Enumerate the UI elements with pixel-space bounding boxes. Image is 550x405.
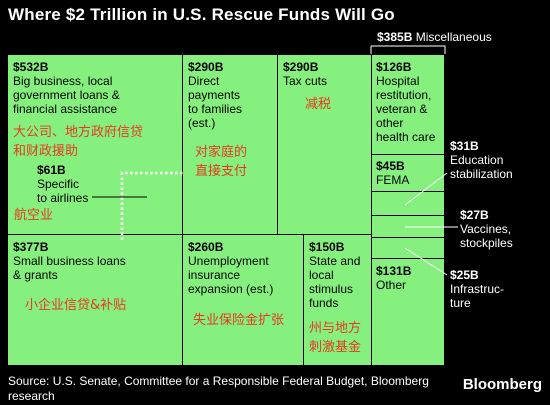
bloomberg-logo: Bloomberg xyxy=(462,376,542,393)
treemap-cell-tax-cuts: $290B Tax cuts 减税 xyxy=(277,54,372,235)
vaccines-label: $27B Vaccines, stockpiles xyxy=(460,208,513,250)
treemap-cell-hospital: $126B Hospital restitution, veteran & other… xyxy=(371,54,445,155)
treemap-cell-other: $131B Other xyxy=(371,258,445,366)
value-label-hospital: $126B xyxy=(376,60,412,74)
treemap-cell-small-business: $377B Small business loans & grants 小企业信贷… xyxy=(7,234,183,366)
label-state-local: State and local stimulus funds xyxy=(309,254,361,310)
label-big-business: Big business, local government loans & fin… xyxy=(13,74,120,116)
value-label-state-local: $150B xyxy=(309,240,345,254)
label-cn-small-business: 小企业信贷&补贴 xyxy=(25,298,127,313)
value-label-airlines: $61B xyxy=(37,163,66,177)
infrastructure-leader-line xyxy=(404,247,448,276)
label-cn-unemployment: 失业保险金扩张 xyxy=(193,313,285,328)
miscellaneous-bracket xyxy=(370,45,446,54)
treemap-cell-direct-payments: $290B Direct payments to families (est.) 对家… xyxy=(182,54,278,235)
label-cn-airlines: 航空业 xyxy=(14,208,54,223)
airlines-dotted-outline xyxy=(120,171,183,240)
label-other: Other xyxy=(376,278,407,292)
value-label-big-business: $532B xyxy=(13,60,49,74)
miscellaneous-label: $385B Miscellaneous xyxy=(377,30,492,44)
treemap-cell-state-local: $150B State and local stimulus funds 州与地方 刺激… xyxy=(303,234,372,366)
value-label-tax-cuts: $290B xyxy=(283,60,319,74)
label-airlines: Specific to airlines xyxy=(37,177,89,205)
treemap-cell-fema: $45B FEMA xyxy=(371,154,445,192)
value-label-unemployment: $260B xyxy=(188,240,224,254)
education-leader-line xyxy=(404,172,448,206)
infrastructure-label: $25B Infrastruc-ture xyxy=(450,268,505,310)
source-note: Source: U.S. Senate, Committee for a Res… xyxy=(8,374,429,403)
label-cn-state-local: 州与地方 刺激基金 xyxy=(309,321,362,355)
value-label-other: $131B xyxy=(376,264,412,278)
label-hospital: Hospital restitution, veteran & other health… xyxy=(376,74,436,144)
label-small-business: Small business loans & grants xyxy=(13,254,126,282)
value-label-direct-payments: $290B xyxy=(188,60,224,74)
education-label: $31B Education stabilization xyxy=(450,139,513,181)
label-unemployment: Unemployment insurance expansion (est.) xyxy=(188,254,274,296)
chart-title: Where $2 Trillion in U.S. Rescue Funds W… xyxy=(8,5,395,24)
label-cn-big-business: 大公司、地方政府信贷 和财政援助 xyxy=(13,125,144,159)
label-cn-direct-payments: 对家庭的 直接支付 xyxy=(195,145,248,179)
treemap-cell-unemployment: $260B Unemployment insurance expansion (es… xyxy=(182,234,304,366)
label-direct-payments: Direct payments to families (est.) xyxy=(188,74,243,130)
value-label-small-business: $377B xyxy=(13,240,49,254)
value-label-fema: $45B xyxy=(376,159,405,173)
label-tax-cuts: Tax cuts xyxy=(283,74,328,88)
label-cn-tax-cuts: 减税 xyxy=(305,97,332,112)
label-fema: FEMA xyxy=(376,173,410,187)
